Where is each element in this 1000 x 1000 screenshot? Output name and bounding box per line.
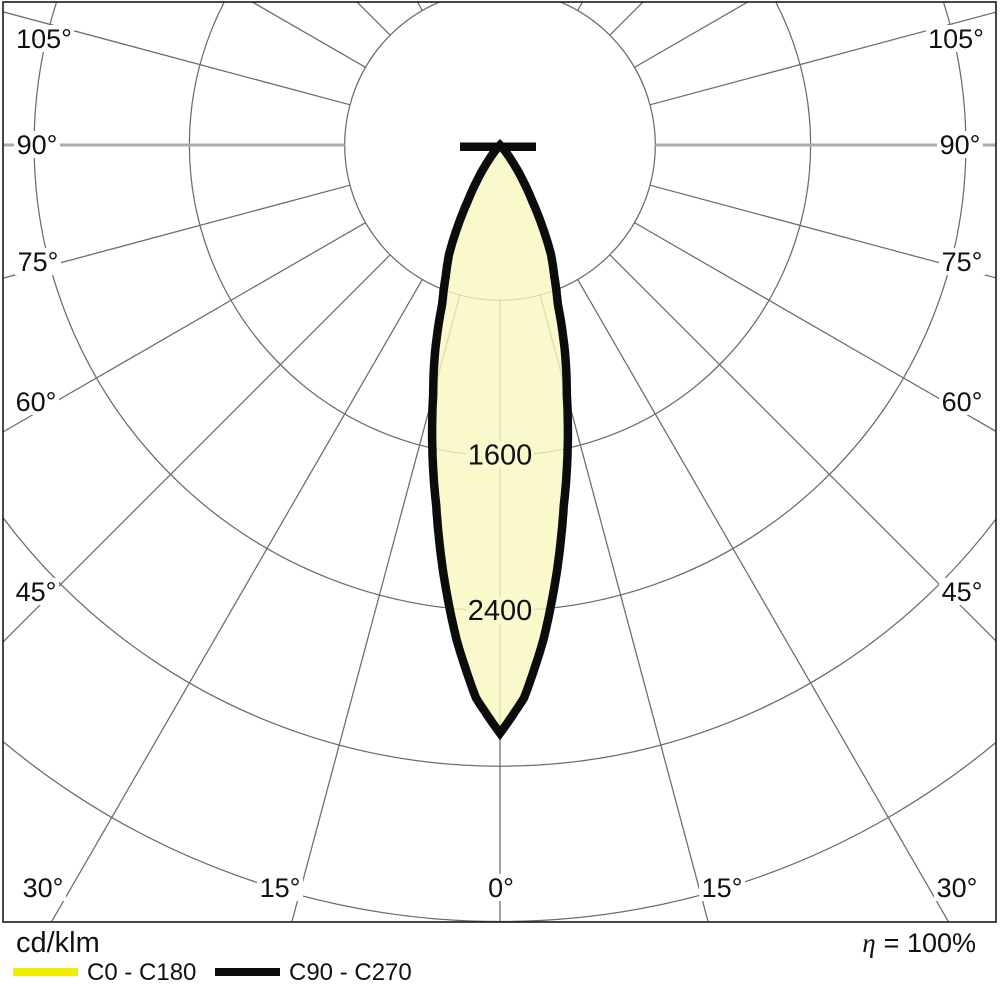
angle-label: 90° [940,130,981,160]
radial-line [649,184,996,279]
angle-label-bg [699,874,745,901]
radial-line [3,254,391,643]
radial-line [3,11,351,106]
radial-line [634,222,996,433]
angle-label-bg [14,131,60,158]
angle-label: 15° [260,873,301,903]
c0-c180-line-swatch [13,968,78,976]
radial-line [609,254,996,642]
c90-c270-line-swatch [215,968,280,976]
angle-label: 105° [16,24,72,54]
radial-line [50,279,423,922]
angle-label-bg [257,874,303,901]
angle-label: 45° [16,577,57,607]
eta-value: = 100% [883,928,976,958]
plot-frame [2,1,997,923]
angle-label: 60° [942,387,983,417]
angle-label-bg [485,874,517,901]
angle-label-bg [937,131,983,158]
angle-label: 30° [23,873,64,903]
ring-label-bg [466,441,534,469]
radial-line [3,184,351,279]
angle-label-bg [15,248,61,275]
angle-label-bg [939,388,985,415]
legend-label-c0-c180: C0 - C180 [87,959,197,986]
ring-label: 1600 [468,440,533,472]
angle-label: 60° [16,387,57,417]
legend-label-c90-c270: C90 - C270 [289,959,412,986]
angle-label: 30° [937,873,978,903]
angle-label-bg [14,25,74,52]
angle-label-bg [926,25,986,52]
luminaire-symbol [460,142,536,151]
light-output-ratio: η = 100% [862,928,976,958]
angle-label: 75° [942,247,983,277]
beam-curve [427,138,573,741]
angle-label-bg [939,578,985,605]
angle-label: 15° [702,873,743,903]
ring-label: 2400 [468,595,533,627]
legend: cd/klm C0 - C180 C90 - C270 η = 100% [0,922,1000,1000]
angle-label: 75° [18,247,59,277]
angle-label: 0° [488,873,514,903]
angle-label: 90° [17,130,58,160]
angle-label-bg [939,248,985,275]
unit-label: cd/klm [16,927,100,959]
angle-label: 45° [942,577,983,607]
angle-label-bg [20,874,66,901]
angle-label-bg [13,388,59,415]
radial-line [3,222,366,433]
eta-symbol: η [862,928,876,958]
radial-line [649,11,996,106]
angle-label: 105° [928,24,984,54]
angle-label-bg [934,874,980,901]
radial-line [577,279,950,922]
ring-label-bg [466,596,534,624]
angle-label-bg [13,578,59,605]
